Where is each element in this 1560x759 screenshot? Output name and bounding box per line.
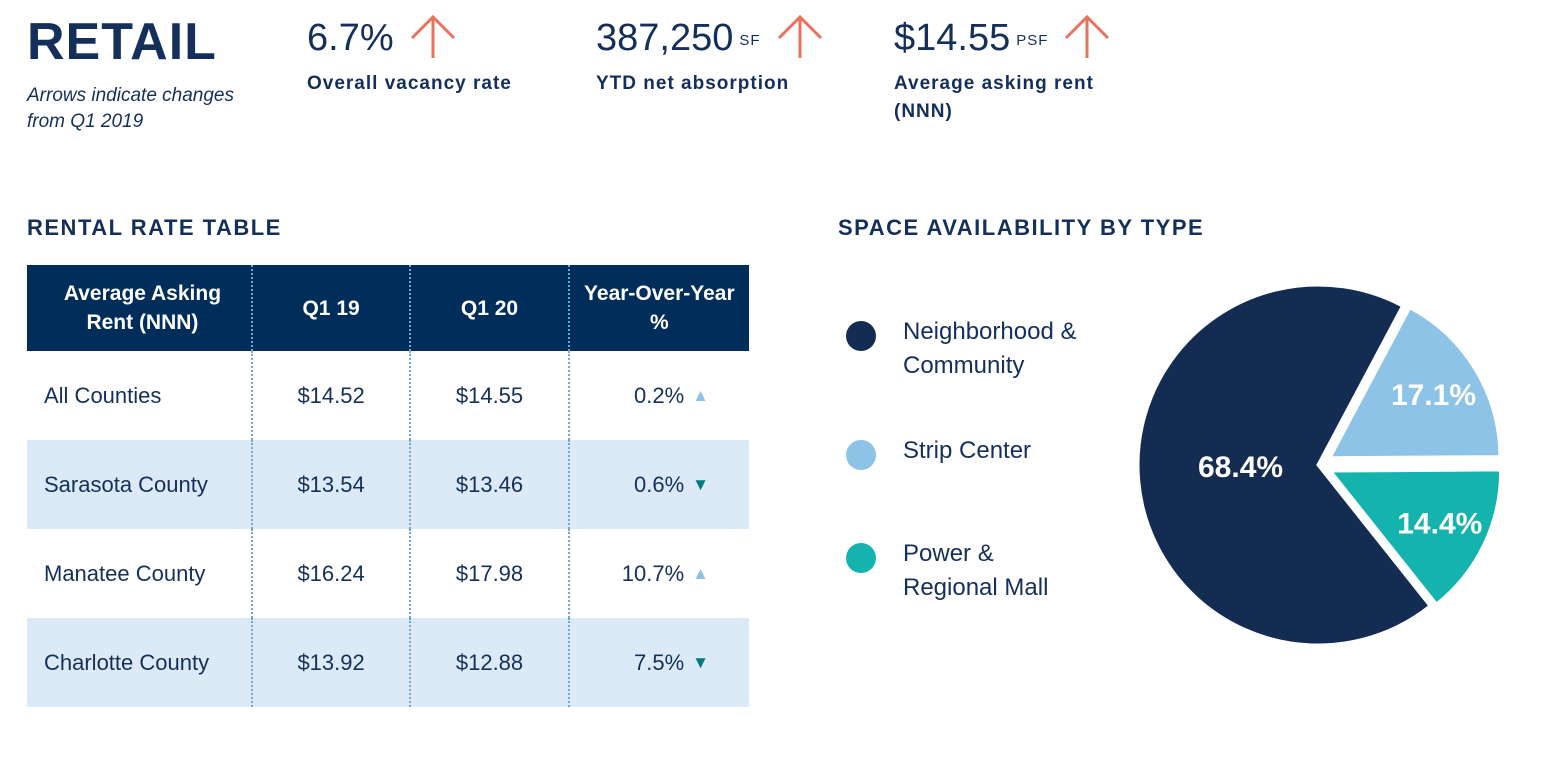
q1-20-cell: $12.88 [409, 618, 569, 707]
q1-19-cell: $13.54 [250, 440, 411, 529]
legend-item: Power & Regional Mall [846, 537, 1073, 605]
table-row: Charlotte County $13.92 $12.88 7.5% ▼ [27, 618, 749, 707]
triangle-down-icon: ▼ [692, 652, 709, 672]
q1-19-cell: $16.24 [250, 529, 411, 618]
kpi-unit: PSF [1016, 32, 1049, 49]
yoy-cell: 10.7% ▲ [567, 529, 749, 618]
county-name: Manatee County [44, 560, 206, 586]
kpi-asking-rent: $14.55 PSF Average asking rent (NNN) [894, 12, 1124, 126]
table-row: Manatee County $16.24 $17.98 10.7% ▲ [27, 529, 749, 618]
q1-20-cell: $13.46 [409, 440, 569, 529]
table-header-row: Average Asking Rent (NNN) Q1 19 Q1 20 Ye… [27, 265, 749, 351]
arrow-up-icon [775, 14, 825, 65]
yoy-value: 10.7% [621, 560, 685, 586]
table-row: All Counties $14.52 $14.55 0.2% ▲ [27, 351, 749, 440]
arrow-up-icon [1062, 14, 1112, 65]
pie-slice-strip-center [1327, 305, 1502, 460]
column-header: Q1 19 [250, 265, 411, 351]
triangle-up-icon: ▲ [692, 385, 709, 405]
table-row: Sarasota County $13.54 $13.46 0.6% ▼ [27, 440, 749, 529]
kpi-label: Overall vacancy rate [307, 73, 512, 94]
legend-label: Neighborhood & Community [903, 318, 1077, 379]
legend-label: Strip Center [903, 437, 1032, 464]
yoy-value: 7.5% [634, 649, 685, 675]
triangle-down-icon: ▼ [692, 474, 709, 494]
kpi-unit: SF [739, 32, 761, 49]
pie-slice-power-regional [1327, 468, 1503, 607]
section-note: Arrows indicate changes from Q1 2019 [27, 85, 234, 132]
yoy-value: 0.2% [634, 382, 685, 408]
pie-label-power-regional: 14.4% [1397, 507, 1482, 540]
legend-swatch [846, 440, 876, 470]
legend-swatch [846, 543, 876, 573]
rental-rate-table: Average Asking Rent (NNN) Q1 19 Q1 20 Ye… [27, 265, 749, 707]
column-header: Average Asking Rent (NNN) [27, 265, 252, 351]
kpi-label: YTD net absorption [596, 73, 790, 94]
yoy-cell: 0.2% ▲ [567, 351, 749, 440]
county-name: Sarasota County [27, 440, 252, 529]
kpi-value: 6.7% [307, 17, 394, 59]
county-name: All Counties [44, 382, 162, 408]
pie-slice-neighborhood [1136, 283, 1433, 647]
q1-20-cell: $14.55 [409, 351, 569, 440]
yoy-cell: 7.5% ▼ [567, 618, 749, 707]
section-title: RETAIL [27, 13, 217, 71]
chart-title: SPACE AVAILABILITY BY TYPE [838, 215, 1205, 240]
column-header: Q1 20 [409, 265, 569, 351]
pie-label-strip-center: 17.1% [1391, 379, 1476, 412]
q1-20-cell: $17.98 [409, 529, 569, 618]
triangle-up-icon: ▲ [692, 563, 709, 583]
pie-chart: 68.4% 17.1% 14.4% [1136, 283, 1503, 647]
pie-label-neighborhood: 68.4% [1198, 451, 1283, 484]
yoy-value: 0.6% [634, 471, 685, 497]
kpi-label: Average asking rent (NNN) [894, 73, 1094, 122]
kpi-absorption: 387,250 SF YTD net absorption [596, 12, 825, 98]
kpi-value: $14.55 [894, 17, 1011, 59]
kpi-value: 387,250 [596, 17, 734, 59]
column-header: Year-Over-Year % [567, 265, 749, 351]
table-title: RENTAL RATE TABLE [27, 215, 282, 240]
arrow-up-icon [408, 14, 458, 65]
legend-item: Neighborhood & Community [846, 315, 1083, 383]
q1-19-cell: $13.92 [250, 618, 411, 707]
legend-swatch [846, 321, 876, 351]
kpi-vacancy: 6.7% Overall vacancy rate [307, 12, 512, 98]
legend-item: Strip Center [846, 434, 1103, 470]
county-name: Charlotte County [27, 618, 252, 707]
q1-19-cell: $14.52 [250, 351, 411, 440]
yoy-cell: 0.6% ▼ [567, 440, 749, 529]
legend-label: Power & Regional Mall [903, 540, 1049, 601]
